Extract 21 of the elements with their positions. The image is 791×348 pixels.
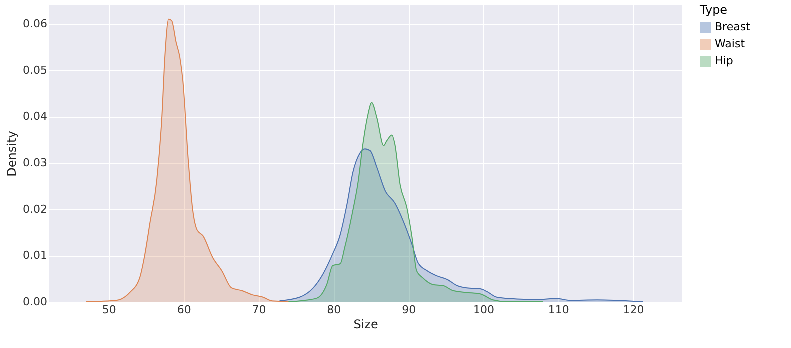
legend-title: Type (699, 3, 728, 17)
y-tick-label: 0.02 (23, 202, 48, 216)
y-tick-label: 0.00 (23, 296, 48, 308)
legend-label: Waist (715, 38, 746, 50)
x-tick-label: 110 (548, 304, 570, 316)
x-tick-label: 70 (252, 304, 266, 316)
x-tick-label: 100 (473, 304, 494, 316)
x-tick-label: 90 (402, 304, 416, 316)
legend-label: Hip (715, 54, 734, 68)
x-tick-label: 80 (327, 304, 342, 316)
y-tick-label: 0.05 (23, 64, 48, 77)
x-tick-label: 60 (177, 304, 192, 316)
y-tick-label: 0.03 (23, 156, 48, 170)
legend-label: Breast (715, 20, 752, 34)
y-axis-title: Density (5, 131, 20, 177)
x-tick-label: 50 (102, 304, 116, 316)
x-axis-title: Size (354, 318, 378, 332)
y-tick-label: 0.06 (23, 17, 48, 30)
x-tick-label: 120 (623, 304, 644, 316)
y-tick-label: 0.01 (23, 249, 48, 262)
y-tick-label: 0.04 (23, 110, 48, 124)
